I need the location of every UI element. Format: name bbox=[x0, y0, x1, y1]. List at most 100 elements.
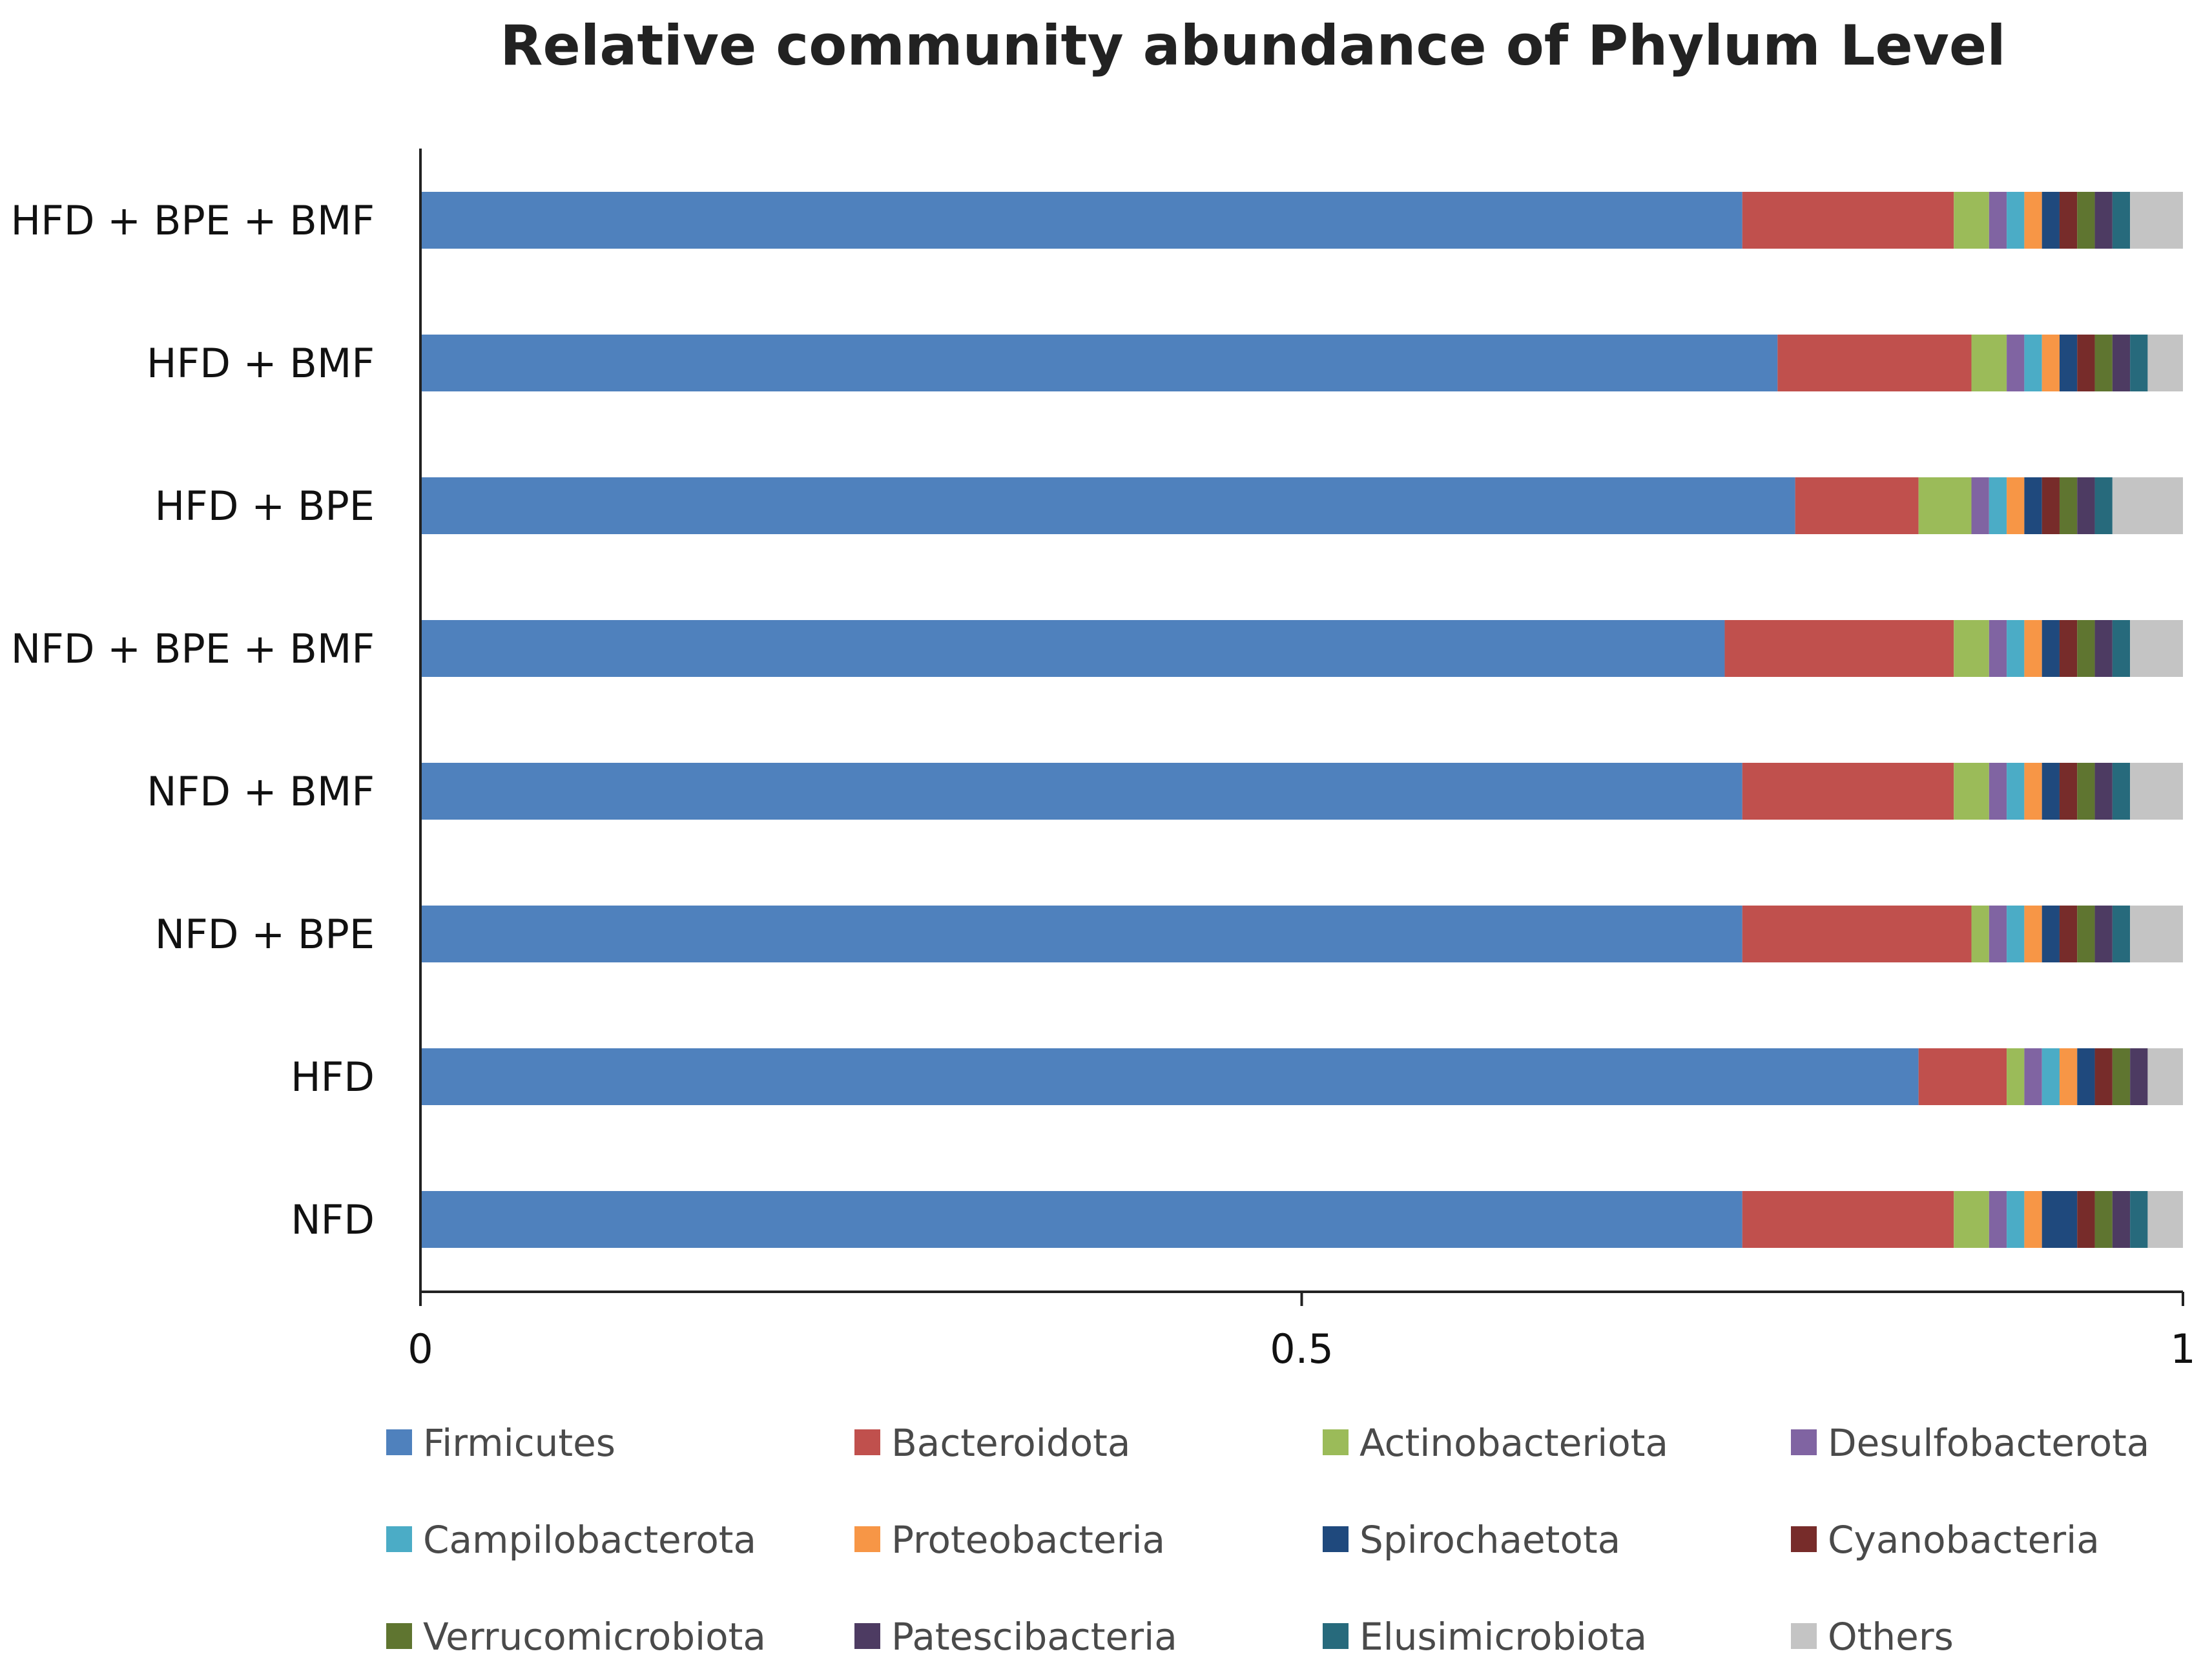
legend-swatch bbox=[1791, 1526, 1817, 1552]
bar-segment-hfd-cyanobacteria bbox=[2094, 1048, 2113, 1105]
category-labels: HFD + BPE + BMF HFD + BMF HFD + BPE NFD + B… bbox=[10, 197, 375, 1243]
bar-segment-hfd-bpe-firmicutes bbox=[420, 477, 1795, 534]
legend-item-verrucomicrobiota: Verrucomicrobiota bbox=[386, 1615, 766, 1659]
bar-segment-nfd-bmf-spirochaetota bbox=[2041, 763, 2060, 820]
bar-segment-nfd-bpe-bmf-campilobacterota bbox=[2007, 620, 2025, 677]
legend-swatch bbox=[854, 1526, 880, 1552]
bar-segment-hfd-bpe-desulfobacterota bbox=[1971, 477, 1989, 534]
bar-segment-hfd-bmf-desulfobacterota bbox=[2007, 335, 2025, 391]
bar-segment-hfd-bmf-bacteroidota bbox=[1777, 335, 1972, 391]
bar-segment-hfd-bmf-verrucomicrobiota bbox=[2094, 335, 2113, 391]
bar-segment-nfd-bmf-campilobacterota bbox=[2007, 763, 2025, 820]
bar-segment-nfd-bmf-others bbox=[2130, 763, 2183, 820]
legend-swatch bbox=[386, 1623, 412, 1649]
bar-segment-hfd-bmf-actinobacteriota bbox=[1971, 335, 2007, 391]
bar-segment-nfd-bmf-proteobacteria bbox=[2024, 763, 2042, 820]
bar-segment-hfd-bpe-bmf-firmicutes bbox=[420, 192, 1742, 249]
legend-label: Elusimicrobiota bbox=[1359, 1615, 1647, 1659]
bar-segment-hfd-spirochaetota bbox=[2077, 1048, 2095, 1105]
bar-segment-hfd-bpe-actinobacteriota bbox=[1918, 477, 1972, 534]
category-label-nfd: NFD bbox=[291, 1196, 375, 1243]
category-label-hfd-bmf: HFD + BMF bbox=[147, 340, 375, 387]
bar-segment-hfd-bacteroidota bbox=[1918, 1048, 2007, 1105]
bar-segment-nfd-bpe-bmf-verrucomicrobiota bbox=[2077, 620, 2095, 677]
legend-swatch bbox=[854, 1429, 880, 1455]
bar-segment-hfd-bmf-campilobacterota bbox=[2024, 335, 2042, 391]
legend-item-cyanobacteria: Cyanobacteria bbox=[1791, 1518, 2100, 1562]
legend-item-patescibacteria: Patescibacteria bbox=[854, 1615, 1177, 1659]
bar-segment-nfd-bpe-bmf-spirochaetota bbox=[2041, 620, 2060, 677]
bar-segment-hfd-bpe-bmf-proteobacteria bbox=[2024, 192, 2042, 249]
bar-segment-hfd-bpe-bmf-patescibacteria bbox=[2094, 192, 2113, 249]
bar-segment-nfd-verrucomicrobiota bbox=[2094, 1191, 2113, 1248]
bar-segment-hfd-bpe-bmf-actinobacteriota bbox=[1954, 192, 1989, 249]
bar-segment-nfd-cyanobacteria bbox=[2077, 1191, 2095, 1248]
legend-label: Campilobacterota bbox=[423, 1518, 756, 1562]
legend-swatch bbox=[1323, 1526, 1349, 1552]
bar-segment-hfd-bpe-spirochaetota bbox=[2024, 477, 2042, 534]
bar-segment-nfd-bmf-desulfobacterota bbox=[1989, 763, 2007, 820]
bar-segment-hfd-bmf-cyanobacteria bbox=[2077, 335, 2095, 391]
bar-segment-nfd-bpe-cyanobacteria bbox=[2059, 906, 2078, 962]
legend-item-desulfobacterota: Desulfobacterota bbox=[1791, 1421, 2149, 1465]
bar-segment-nfd-bmf-bacteroidota bbox=[1742, 763, 1954, 820]
legend: Firmicutes Bacteroidota Actinobacteriota De… bbox=[386, 1421, 2149, 1659]
legend-swatch bbox=[1791, 1623, 1817, 1649]
x-axis-ticks: 0 0.5 1 bbox=[408, 1292, 2196, 1373]
legend-label: Patescibacteria bbox=[891, 1615, 1177, 1659]
bar-segment-nfd-campilobacterota bbox=[2007, 1191, 2025, 1248]
legend-label: Desulfobacterota bbox=[1828, 1421, 2149, 1465]
bar-segment-nfd-actinobacteriota bbox=[1954, 1191, 1989, 1248]
bar-segment-hfd-bmf-firmicutes bbox=[420, 335, 1778, 391]
bar-segment-nfd-bpe-bmf-desulfobacterota bbox=[1989, 620, 2007, 677]
bar-segment-hfd-verrucomicrobiota bbox=[2112, 1048, 2131, 1105]
bar-segment-nfd-firmicutes bbox=[420, 1191, 1742, 1248]
bar-segment-hfd-bmf-others bbox=[2147, 335, 2183, 391]
bar-segment-nfd-bpe-desulfobacterota bbox=[1989, 906, 2007, 962]
legend-item-campilobacterota: Campilobacterota bbox=[386, 1518, 756, 1562]
bar-segment-nfd-bpe-bmf-firmicutes bbox=[420, 620, 1725, 677]
bar-segment-nfd-bmf-firmicutes bbox=[420, 763, 1742, 820]
bar-segment-nfd-bmf-elusimicrobiota bbox=[2112, 763, 2131, 820]
bar-segment-hfd-bpe-others bbox=[2112, 477, 2183, 534]
x-tick-label: 1 bbox=[2170, 1325, 2195, 1373]
bar-segment-nfd-bpe-actinobacteriota bbox=[1971, 906, 1989, 962]
legend-label: Firmicutes bbox=[423, 1421, 615, 1465]
bar-segment-hfd-desulfobacterota bbox=[2024, 1048, 2042, 1105]
bar-segment-nfd-bpe-others bbox=[2130, 906, 2183, 962]
bar-segment-hfd-bpe-verrucomicrobiota bbox=[2059, 477, 2078, 534]
legend-swatch bbox=[386, 1429, 412, 1455]
bar-segment-hfd-bpe-bmf-cyanobacteria bbox=[2059, 192, 2078, 249]
bar-segment-nfd-others bbox=[2147, 1191, 2183, 1248]
legend-label: Spirochaetota bbox=[1359, 1518, 1620, 1562]
category-label-nfd-bpe: NFD + BPE bbox=[155, 911, 375, 958]
bar-segment-hfd-bmf-elusimicrobiota bbox=[2130, 335, 2148, 391]
bar-segment-hfd-bpe-cyanobacteria bbox=[2041, 477, 2060, 534]
chart-title: Relative community abundance of Phylum L… bbox=[500, 14, 2005, 78]
bar-segment-nfd-bpe-bmf-actinobacteriota bbox=[1954, 620, 1989, 677]
category-label-hfd-bpe-bmf: HFD + BPE + BMF bbox=[10, 197, 375, 244]
bar-segment-hfd-bpe-bacteroidota bbox=[1795, 477, 1919, 534]
category-label-nfd-bmf: NFD + BMF bbox=[147, 768, 375, 815]
bar-segment-hfd-bpe-bmf-elusimicrobiota bbox=[2112, 192, 2131, 249]
bar-segment-nfd-bpe-verrucomicrobiota bbox=[2077, 906, 2095, 962]
bar-segment-hfd-bpe-bmf-bacteroidota bbox=[1742, 192, 1954, 249]
legend-swatch bbox=[1323, 1429, 1349, 1455]
legend-item-firmicutes: Firmicutes bbox=[386, 1421, 615, 1465]
bar-segment-nfd-bpe-firmicutes bbox=[420, 906, 1742, 962]
legend-label: Bacteroidota bbox=[891, 1421, 1130, 1465]
bar-segment-hfd-bpe-bmf-spirochaetota bbox=[2041, 192, 2060, 249]
bar-segment-nfd-bmf-verrucomicrobiota bbox=[2077, 763, 2095, 820]
legend-item-proteobacteria: Proteobacteria bbox=[854, 1518, 1165, 1562]
legend-swatch bbox=[854, 1623, 880, 1649]
bar-segment-nfd-bmf-actinobacteriota bbox=[1954, 763, 1989, 820]
bar-segment-hfd-bpe-elusimicrobiota bbox=[2094, 477, 2113, 534]
legend-swatch bbox=[1323, 1623, 1349, 1649]
bar-segment-hfd-bmf-spirochaetota bbox=[2059, 335, 2078, 391]
bar-segment-nfd-patescibacteria bbox=[2112, 1191, 2131, 1248]
legend-label: Others bbox=[1828, 1615, 1954, 1659]
category-label-hfd-bpe: HFD + BPE bbox=[155, 482, 375, 530]
legend-item-others: Others bbox=[1791, 1615, 1954, 1659]
bar-segment-hfd-actinobacteriota bbox=[2007, 1048, 2025, 1105]
legend-item-bacteroidota: Bacteroidota bbox=[854, 1421, 1130, 1465]
